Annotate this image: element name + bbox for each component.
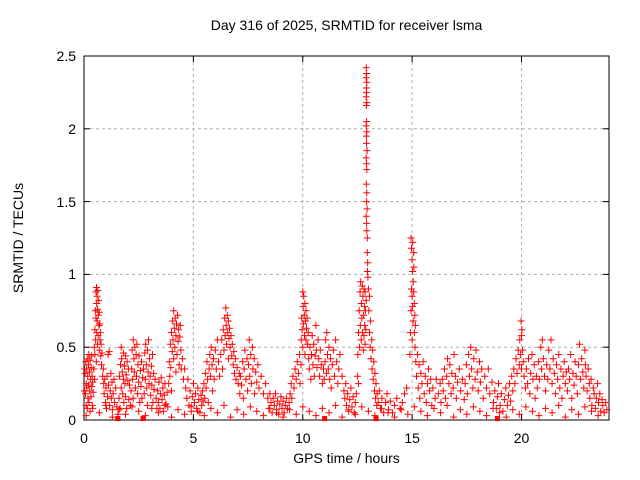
x-tick-label: 20 <box>513 430 530 446</box>
x-tick-label: 5 <box>189 430 198 446</box>
y-tick-label: 0.5 <box>56 339 76 356</box>
scatter-square-point <box>115 416 121 422</box>
scatter-square-point <box>373 416 379 422</box>
chart-title: Day 316 of 2025, SRMTID for receiver lsm… <box>210 17 483 33</box>
y-tick-label: 2 <box>68 120 76 137</box>
y-tick-label: 2.5 <box>56 48 76 64</box>
scatter-square-point <box>322 416 328 422</box>
y-tick-label: 0 <box>68 412 76 428</box>
y-axis-label: SRMTID / TECUs <box>10 182 26 294</box>
y-tick-label: 1.5 <box>56 193 76 210</box>
plot-border <box>83 55 610 421</box>
scatter-points <box>80 64 611 421</box>
x-tick-label: 15 <box>404 430 420 446</box>
y-tick-label: 1 <box>68 266 76 283</box>
scatter-square-point <box>494 416 500 422</box>
x-tick-label: 0 <box>80 430 88 446</box>
x-axis-label: GPS time / hours <box>293 450 400 466</box>
x-tick-label: 10 <box>294 430 311 446</box>
scatter-square-point <box>140 416 146 422</box>
